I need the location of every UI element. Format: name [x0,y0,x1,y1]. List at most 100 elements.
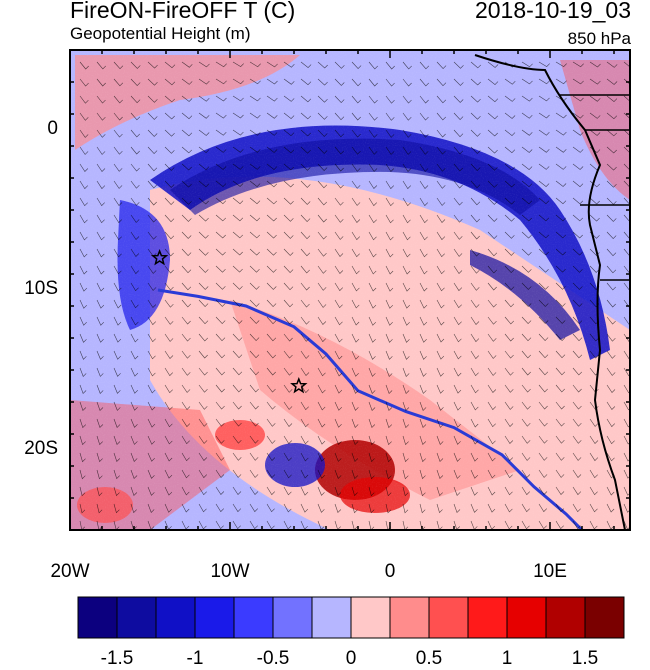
wind-barb [334,486,342,497]
wind-barb [385,452,392,463]
wind-barb [351,197,361,206]
wind-barb [351,486,358,497]
wind-barb [164,316,174,325]
wind-barb [453,418,461,428]
wind-barb [606,486,615,496]
wind-barb [538,282,549,290]
wind-barb [453,435,461,445]
wind-barb [232,197,244,205]
wind-barb [334,163,344,172]
wind-barb [300,180,311,188]
wind-barb [334,214,344,223]
wind-barb [419,486,426,497]
wind-barb [96,231,105,241]
wind-barb [317,78,328,86]
wind-barb [368,469,375,480]
wind-barb [334,112,345,121]
wind-barb [215,435,225,444]
wind-barb [249,146,261,153]
wind-barb [266,197,278,205]
wind-barb [589,452,599,462]
wind-barb [538,112,550,119]
wind-barb [283,418,293,427]
wind-barb [402,333,410,343]
wind-barb [606,163,617,171]
wind-barb [385,401,393,412]
wind-barb [521,469,531,478]
wind-barb [521,333,532,342]
wind-barb [317,486,325,496]
wind-barb [453,401,462,411]
wind-barb [504,503,513,513]
wind-barb [555,316,566,324]
wind-barb [113,435,121,446]
wind-barb [402,61,412,70]
wind-barb [521,350,532,359]
wind-barb [504,418,514,427]
wind-barb [606,248,617,257]
wind-barb [130,452,138,462]
wind-barb [504,520,513,530]
wind-barb [96,452,103,463]
pressure-level-label: 850 hPa [567,29,631,48]
map-frame [69,49,631,531]
colorbar-swatch [116,596,157,639]
wind-barb [130,299,139,309]
wind-barb [130,61,141,69]
wind-barb [487,214,498,222]
wind-barb [487,248,498,257]
wind-barb [555,435,565,444]
wind-barb [555,146,567,153]
wind-barb [436,78,447,87]
wind-barb [283,503,292,513]
wind-barb [266,367,276,376]
wind-barb [453,367,462,377]
wind-barb [436,61,447,70]
wind-barb [606,129,618,137]
wind-barb [504,316,515,325]
wind-barb [215,503,225,513]
wind-barb [283,231,294,239]
wind-barb [385,129,395,138]
wind-barb [606,333,616,342]
wind-barb [130,197,140,206]
wind-barb [147,214,157,223]
wind-barb [606,95,618,103]
wind-barb [266,333,277,342]
wind-barb [266,248,277,256]
wind-barb [198,299,209,308]
wind-barb [300,452,309,462]
wind-barb [164,401,173,411]
wind-barb [113,180,123,189]
wind-barb [572,435,582,444]
wind-barb [232,333,243,342]
wind-barb [266,350,277,359]
wind-barb [436,197,446,206]
wind-barb [470,214,481,223]
wind-barb [130,214,140,223]
wind-barb [164,197,175,206]
wind-barb [130,435,138,445]
wind-barb [368,282,377,292]
wind-barb [402,452,409,463]
wind-barb [334,231,344,240]
wind-barb [538,163,550,170]
wind-barb [351,163,361,172]
wind-barb [232,112,244,119]
wind-barb [487,78,499,86]
wind-barb [249,299,260,307]
wind-barb [79,197,88,207]
wind-barb [249,503,259,513]
wind-barb [555,418,565,427]
wind-barb [96,333,104,343]
wind-barb [470,248,480,257]
wind-barb [249,452,259,461]
wind-barb [521,418,531,427]
wind-barb [606,418,616,428]
wind-barb [368,367,376,377]
wind-barb [385,197,394,207]
wind-barb [215,299,226,307]
wind-barb [555,469,565,478]
wind-barb [147,146,158,155]
colorbar-swatch [545,596,586,639]
